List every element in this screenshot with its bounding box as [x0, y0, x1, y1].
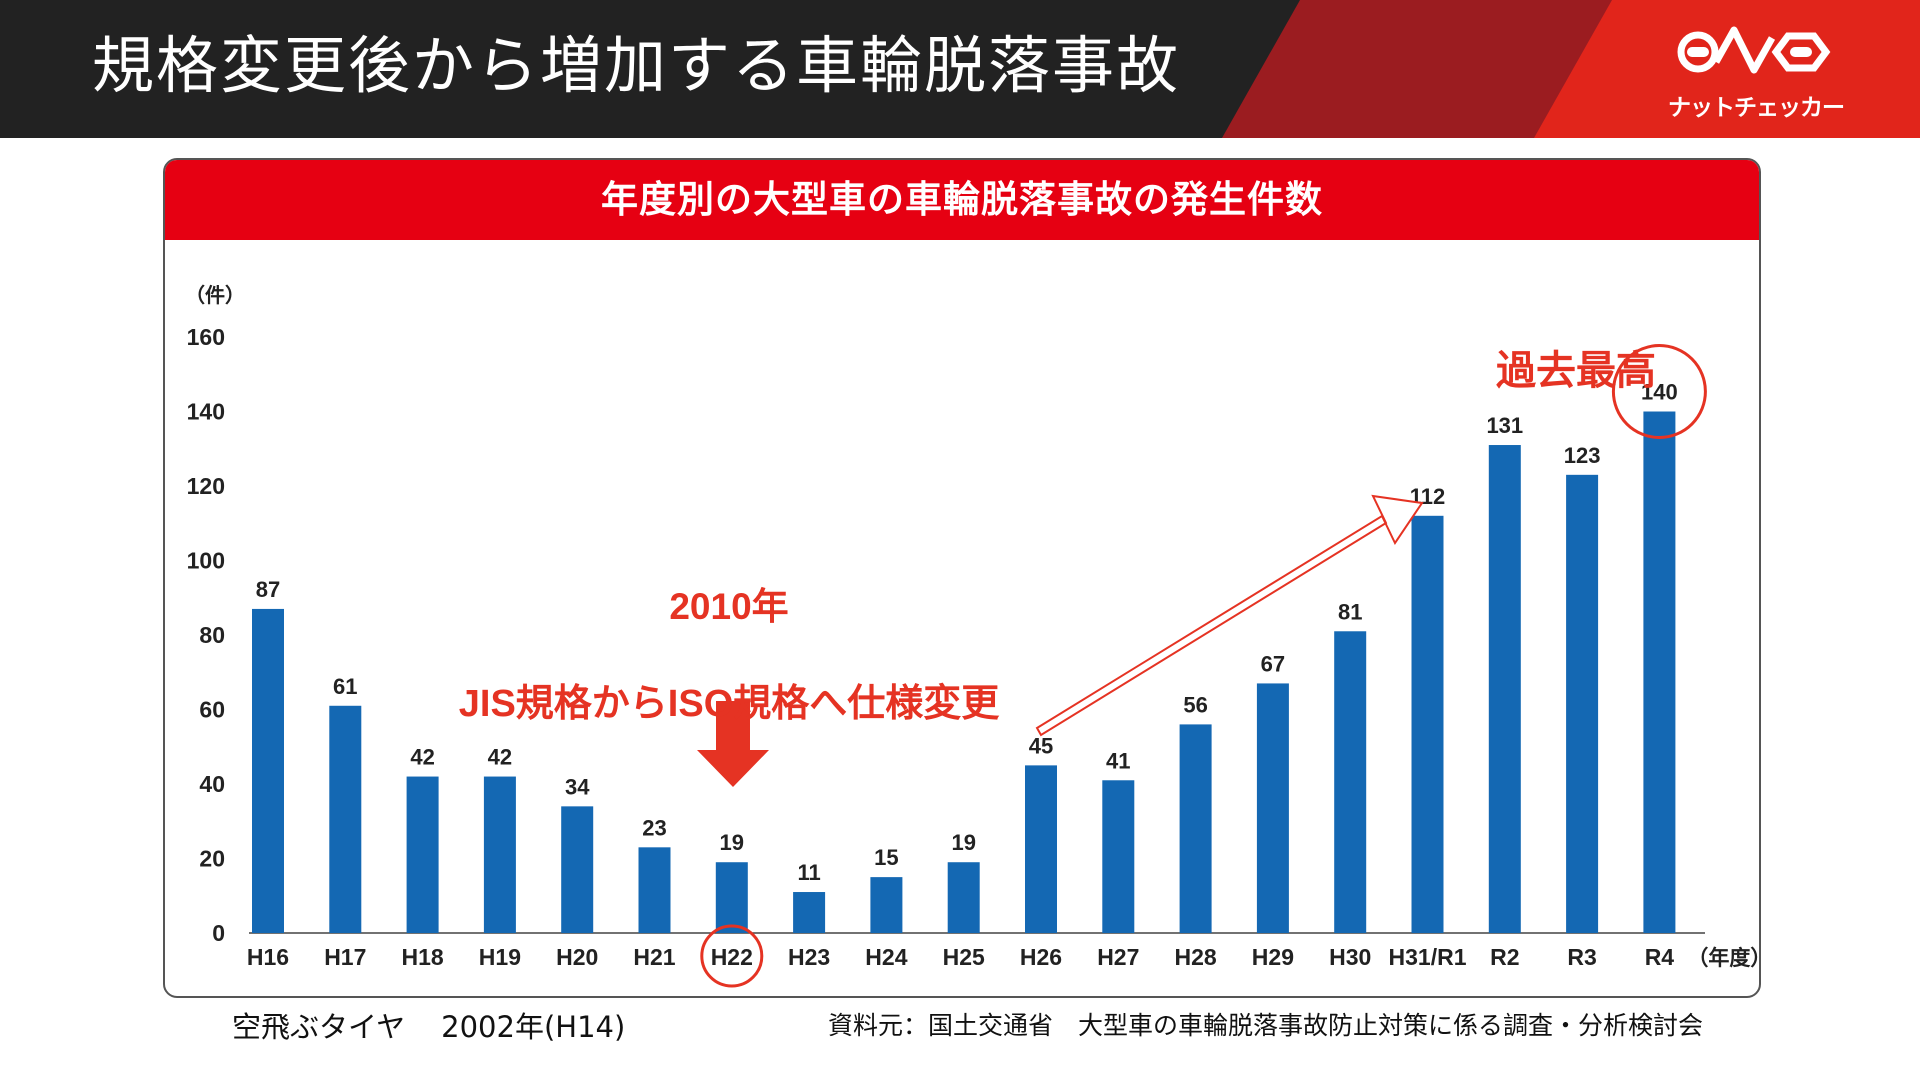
down-arrow-icon — [697, 701, 769, 787]
x-tick-label: H18 — [401, 944, 443, 970]
x-tick-label: H26 — [1020, 944, 1062, 970]
bar — [870, 877, 903, 933]
bar-value-label: 42 — [488, 745, 512, 770]
bar-value-label: 87 — [256, 577, 280, 602]
bar — [329, 705, 362, 933]
x-tick-label: H21 — [633, 944, 675, 970]
y-tick-label: 0 — [212, 920, 225, 946]
x-tick-label: H24 — [865, 944, 907, 970]
x-tick-label: H17 — [324, 944, 366, 970]
y-tick-label: 60 — [199, 697, 225, 723]
bar — [483, 776, 516, 933]
x-tick-label: H19 — [479, 944, 521, 970]
x-tick-label: H31/R1 — [1389, 944, 1467, 970]
bar-chart: （件） 0 20 40 60 80 100 120 140 160 87 H16 61 H17 42 H18 4… — [185, 283, 1759, 988]
bar-value-label: 19 — [720, 830, 744, 855]
footer-year: 2002年(H14) — [441, 1010, 626, 1044]
x-tick-label: H30 — [1329, 944, 1371, 970]
bar-value-label: 11 — [797, 860, 820, 885]
bar — [793, 892, 826, 933]
x-tick-label: H29 — [1252, 944, 1294, 970]
bar-value-label: 67 — [1261, 651, 1285, 676]
x-axis-unit-label: （年度） — [1687, 946, 1759, 970]
x-tick-label: R3 — [1567, 944, 1596, 970]
bar-value-label: 41 — [1106, 748, 1130, 773]
record-circle — [1611, 344, 1707, 439]
x-tick-label: H27 — [1097, 944, 1139, 970]
footer-movie: 空飛ぶタイヤ — [232, 1010, 406, 1044]
bar — [1488, 445, 1521, 933]
bar-value-label: 34 — [565, 774, 590, 799]
x-tick-label: H25 — [943, 944, 985, 970]
y-tick-label: 80 — [199, 622, 225, 648]
bar-value-label: 23 — [642, 815, 666, 840]
nut-logo-icon — [1677, 26, 1831, 74]
bar — [638, 847, 671, 933]
bar-value-label: 140 — [1641, 380, 1678, 405]
y-axis-unit-label: （件） — [185, 283, 245, 307]
x-tick-label: H22 — [711, 944, 753, 970]
bar — [561, 806, 594, 933]
slide-header: 規格変更後から増加する車輪脱落事故 ナットチェッカー — [0, 0, 1920, 138]
x-tick-label: H20 — [556, 944, 598, 970]
bar — [715, 862, 748, 933]
annotation-year: 2010年 — [669, 586, 788, 627]
y-tick-label: 140 — [187, 399, 225, 425]
annotation-record-high: 過去最高 — [1496, 349, 1656, 393]
x-tick-label: H16 — [247, 944, 289, 970]
bar — [1411, 515, 1444, 933]
y-tick-label: 100 — [187, 548, 225, 574]
logo-text: ナットチェッカー — [1668, 95, 1845, 121]
bar-value-label: 15 — [874, 845, 898, 870]
footer-source: 資料元：国土交通省 大型車の車輪脱落事故防止対策に係る調査・分析検討会 — [828, 1011, 1704, 1040]
bar — [1256, 683, 1289, 933]
chart-title: 年度別の大型車の車輪脱落事故の発生件数 — [165, 160, 1759, 240]
bar-value-label: 123 — [1564, 443, 1601, 468]
bar-value-label: 42 — [410, 745, 434, 770]
bar-value-label: 56 — [1183, 692, 1207, 717]
chart-panel: 年度別の大型車の車輪脱落事故の発生件数 （件） 0 20 40 60 80 100 120 14… — [163, 158, 1761, 998]
bar — [406, 776, 439, 933]
footer-note: 空飛ぶタイヤ 2002年(H14) — [232, 1004, 625, 1046]
bar — [1334, 631, 1367, 933]
bar-value-label: 81 — [1338, 599, 1362, 624]
header-red-bands — [1222, 0, 1920, 138]
y-tick-label: 20 — [199, 846, 225, 872]
bar — [947, 862, 980, 933]
bar-value-label: 61 — [333, 674, 357, 699]
bar — [1566, 474, 1599, 933]
annotation-spec-change: JIS規格からISO規格へ仕様変更 — [459, 682, 1000, 725]
bar — [1025, 765, 1057, 933]
y-tick-label: 160 — [187, 324, 225, 350]
x-tick-label: H28 — [1174, 944, 1216, 970]
bar — [252, 608, 284, 933]
bar-value-label: 19 — [951, 830, 975, 855]
upward-trend-arrow — [1035, 494, 1424, 737]
x-tick-label: H23 — [788, 944, 830, 970]
highlight-circle — [700, 924, 764, 988]
bar — [1179, 724, 1212, 933]
bar-value-label: 45 — [1029, 733, 1053, 758]
x-tick-label: R2 — [1490, 944, 1519, 970]
bar — [1102, 780, 1135, 933]
nut-checker-logo: ナットチェッカー — [1668, 22, 1845, 122]
bar-value-label: 131 — [1486, 413, 1523, 438]
bar — [1643, 411, 1676, 933]
y-tick-label: 120 — [187, 473, 225, 499]
slide-title: 規格変更後から増加する車輪脱落事故 — [92, 29, 1181, 102]
y-tick-label: 40 — [199, 771, 225, 797]
x-tick-label: R4 — [1645, 944, 1675, 970]
